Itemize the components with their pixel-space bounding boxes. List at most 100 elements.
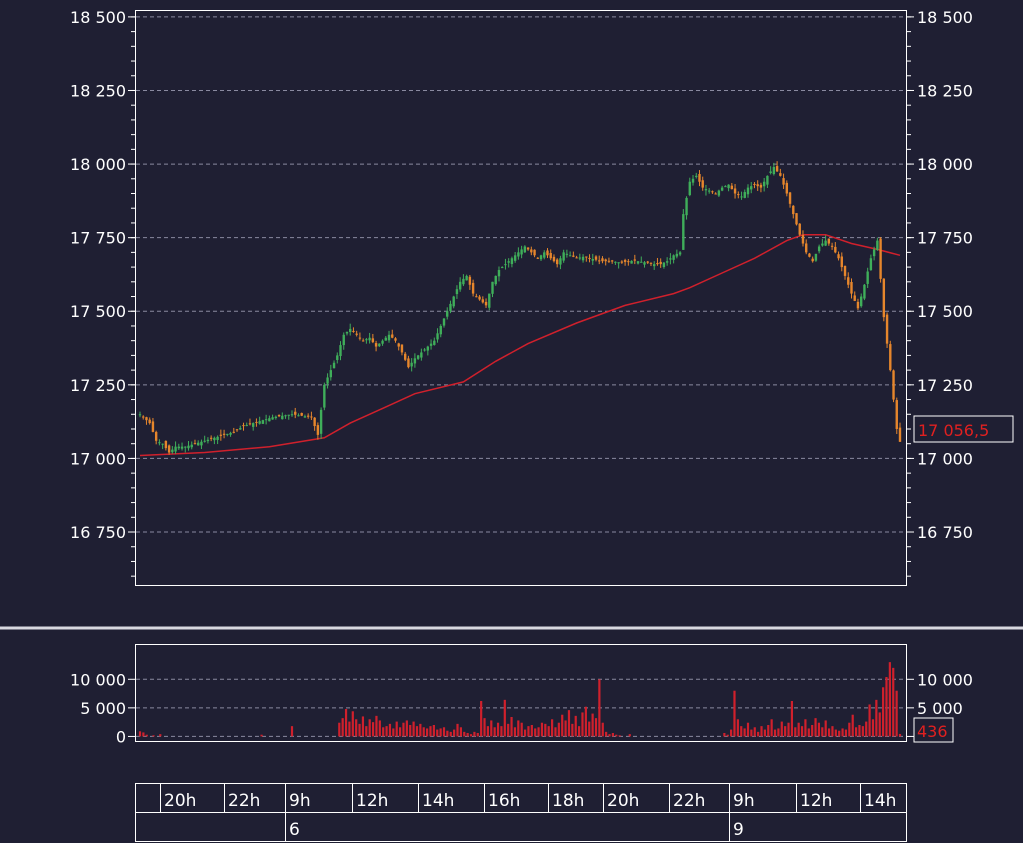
volume-bar — [757, 731, 760, 737]
candle-body — [190, 444, 193, 448]
volume-bar — [493, 727, 496, 737]
candle-body — [850, 282, 853, 294]
candle-body — [400, 344, 404, 353]
volume-bar — [868, 704, 871, 737]
candle-body — [821, 243, 824, 246]
volume-bar — [142, 732, 145, 737]
candle-body — [206, 439, 210, 442]
candle-body — [549, 253, 552, 259]
volume-bar — [358, 723, 361, 737]
candle-body — [646, 261, 649, 263]
candle-body — [678, 252, 682, 255]
candle-body — [478, 296, 481, 300]
candle-body — [342, 334, 345, 346]
volume-axis-ticks: 0 5 000 5 000 10 000 10 000 — [70, 670, 973, 746]
candle-body — [533, 249, 536, 256]
candle-body — [720, 187, 724, 191]
candle-body — [691, 178, 695, 183]
candle-body — [695, 175, 698, 177]
candle-body — [817, 246, 821, 252]
candle-body — [866, 271, 869, 284]
volume-bar — [831, 726, 834, 737]
volume-bar — [453, 729, 456, 737]
timeline-hour-label: 22h — [228, 791, 260, 811]
candle-body — [779, 173, 782, 176]
candle-body — [148, 419, 151, 424]
volume-bar — [290, 726, 294, 737]
candle-body — [856, 301, 860, 309]
volume-bar — [422, 727, 425, 737]
candle-body — [271, 417, 274, 420]
candle-body — [497, 270, 501, 277]
volume-bar — [888, 662, 891, 737]
volume-bar — [875, 699, 878, 737]
volume-bar — [426, 728, 429, 737]
candle-body — [601, 258, 604, 262]
volume-bar — [834, 729, 837, 737]
candle-body — [530, 249, 533, 253]
volume-bar — [564, 720, 567, 737]
volume-bar — [608, 734, 611, 737]
candle-body — [594, 256, 598, 260]
candle-body — [306, 415, 310, 417]
candle-body — [154, 431, 158, 441]
candle-body — [310, 416, 313, 418]
volume-bar — [513, 727, 517, 737]
candle-body — [643, 262, 646, 265]
candle-body — [882, 278, 886, 318]
volume-bar — [760, 726, 763, 737]
candle-body — [743, 192, 746, 198]
volume-bar — [882, 687, 885, 737]
candle-body — [785, 182, 789, 194]
candle-body — [859, 296, 863, 307]
volume-bar — [851, 714, 854, 737]
candle-body — [251, 423, 255, 427]
candle-body — [449, 303, 452, 312]
volume-frame — [135, 644, 907, 742]
candle-body — [216, 436, 219, 440]
candle-body — [242, 425, 245, 427]
volume-bar — [733, 690, 736, 737]
volume-bar — [838, 730, 841, 737]
candle-body — [649, 262, 653, 264]
candle-body — [507, 261, 510, 263]
candle-body — [177, 446, 181, 449]
candle-body — [753, 183, 756, 185]
volume-bar — [476, 733, 479, 737]
volume-bar — [615, 734, 618, 737]
candle-body — [316, 425, 320, 435]
volume-bar — [537, 727, 540, 737]
candle-body — [526, 247, 530, 250]
volume-bar — [628, 734, 631, 737]
candle-body — [662, 262, 666, 268]
candle-body — [264, 419, 268, 421]
candle-body — [384, 337, 387, 341]
ma-path — [139, 233, 901, 457]
candle-body — [229, 432, 232, 435]
timeline-hour-label: 12h — [800, 791, 832, 811]
candle-body — [759, 184, 763, 188]
candle-body — [151, 421, 155, 432]
candle-body — [665, 261, 669, 263]
candle-body — [750, 186, 753, 190]
candle-body — [811, 258, 814, 262]
candle-body — [326, 377, 329, 384]
candle-body — [898, 427, 902, 442]
candle-body — [510, 258, 514, 265]
candle-body — [397, 343, 400, 347]
volume-bar — [827, 728, 831, 737]
volume-bar — [530, 725, 533, 737]
volume-bar — [419, 723, 422, 737]
volume-chart: 0 5 000 5 000 10 000 10 000 436 — [70, 644, 973, 746]
candle-body — [675, 253, 679, 257]
candle-body — [475, 296, 478, 298]
candle-body — [536, 257, 539, 259]
candle-body — [788, 192, 792, 204]
price-tick-label-right: 18 250 — [917, 81, 973, 100]
volume-bar — [442, 727, 446, 737]
time-axis: 20h 22h 9h 12h 14h 16h 18h 20h 22h 9h 12h 14h 6 9 — [135, 783, 907, 842]
candle-body — [245, 425, 248, 427]
candle-body — [374, 343, 378, 347]
volume-bar — [378, 720, 381, 737]
timeline-hour-label: 18h — [552, 791, 584, 811]
